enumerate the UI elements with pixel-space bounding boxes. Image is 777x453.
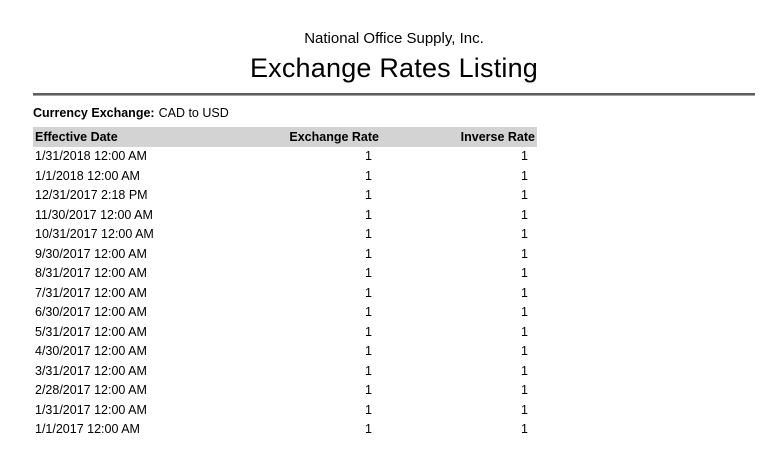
inverse-rate-cell: 1 bbox=[521, 188, 528, 202]
effective-date-cell: 10/31/2017 12:00 AM bbox=[35, 227, 154, 241]
effective-date-cell: 7/31/2017 12:00 AM bbox=[35, 285, 147, 300]
effective-date-cell: 2/28/2017 12:00 AM bbox=[35, 383, 147, 397]
effective-date-cell: 9/30/2017 12:00 AM bbox=[35, 246, 147, 261]
exchange-rate-cell: 1 bbox=[365, 324, 372, 339]
exchange-rate-cell: 1 bbox=[365, 227, 372, 241]
currency-exchange-label: Currency Exchange: bbox=[33, 106, 155, 120]
effective-date-cell: 1/31/2018 12:00 AM bbox=[35, 149, 147, 163]
table-row: 3/31/2017 12:00 AM 1 1 bbox=[33, 362, 537, 382]
col-header-inverse-rate: Inverse Rate bbox=[381, 127, 537, 147]
inverse-rate-cell: 1 bbox=[521, 168, 528, 183]
report-title: Exchange Rates Listing bbox=[249, 53, 539, 83]
inverse-rate-cell: 1 bbox=[521, 422, 528, 436]
table-row: 11/30/2017 12:00 AM 1 1 bbox=[33, 206, 537, 226]
currency-exchange-line: Currency Exchange: CAD to USD bbox=[33, 105, 755, 121]
inverse-rate-cell: 1 bbox=[521, 383, 528, 397]
table-row: 10/31/2017 12:00 AM 1 1 bbox=[33, 225, 537, 245]
inverse-rate-cell: 1 bbox=[521, 227, 528, 241]
table-row: 2/28/2017 12:00 AM 1 1 bbox=[33, 381, 537, 401]
effective-date-cell: 8/31/2017 12:00 AM bbox=[35, 266, 147, 280]
inverse-rate-cell: 1 bbox=[521, 344, 528, 358]
exchange-rate-cell: 1 bbox=[365, 344, 372, 358]
table-row: 9/30/2017 12:00 AM 1 1 bbox=[33, 245, 537, 265]
col-header-exchange-rate: Exchange Rate bbox=[283, 127, 381, 147]
exchange-rate-cell: 1 bbox=[365, 402, 372, 417]
table-row: 5/31/2017 12:00 AM 1 1 bbox=[33, 323, 537, 343]
effective-date-cell: 4/30/2017 12:00 AM bbox=[35, 344, 147, 358]
effective-date-cell: 1/31/2017 12:00 AM bbox=[35, 402, 147, 417]
table-row: 1/31/2017 12:00 AM 1 1 bbox=[33, 401, 537, 421]
inverse-rate-cell: 1 bbox=[521, 363, 528, 378]
inverse-rate-cell: 1 bbox=[521, 246, 528, 261]
exchange-rate-cell: 1 bbox=[365, 149, 372, 163]
table-row: 7/31/2017 12:00 AM 1 1 bbox=[33, 284, 537, 304]
table-row: 1/1/2017 12:00 AM 1 1 bbox=[33, 420, 537, 440]
exchange-rate-cell: 1 bbox=[365, 305, 372, 319]
effective-date-cell: 12/31/2017 2:18 PM bbox=[35, 188, 148, 202]
table-row: 8/31/2017 12:00 AM 1 1 bbox=[33, 264, 537, 284]
inverse-rate-cell: 1 bbox=[521, 305, 528, 319]
effective-date-cell: 11/30/2017 12:00 AM bbox=[35, 207, 153, 222]
inverse-rate-cell: 1 bbox=[521, 402, 528, 417]
effective-date-cell: 1/1/2017 12:00 AM bbox=[35, 422, 140, 436]
exchange-rate-cell: 1 bbox=[365, 207, 372, 222]
exchange-rate-cell: 1 bbox=[365, 422, 372, 436]
table-row: 1/1/2018 12:00 AM 1 1 bbox=[33, 167, 537, 187]
rates-table-body: 1/31/2018 12:00 AM 1 1 1/1/2018 12:00 AM 1 1 1… bbox=[33, 147, 537, 440]
exchange-rate-cell: 1 bbox=[365, 188, 372, 202]
currency-exchange-value: CAD to USD bbox=[158, 106, 229, 120]
exchange-rate-cell: 1 bbox=[365, 363, 372, 378]
table-header-row: Effective Date Exchange Rate Inverse Rat… bbox=[33, 127, 537, 147]
effective-date-cell: 3/31/2017 12:00 AM bbox=[35, 363, 147, 378]
table-row: 1/31/2018 12:00 AM 1 1 bbox=[33, 147, 537, 167]
col-header-effective-date: Effective Date bbox=[33, 127, 283, 147]
table-row: 6/30/2017 12:00 AM 1 1 bbox=[33, 303, 537, 323]
exchange-rate-cell: 1 bbox=[365, 383, 372, 397]
inverse-rate-cell: 1 bbox=[521, 207, 528, 222]
effective-date-cell: 5/31/2017 12:00 AM bbox=[35, 324, 147, 339]
rates-table: Effective Date Exchange Rate Inverse Rat… bbox=[33, 127, 537, 440]
effective-date-cell: 1/1/2018 12:00 AM bbox=[35, 168, 140, 183]
report-content: National Office Supply, Inc. Exchange Ra… bbox=[33, 0, 755, 440]
rates-table-head: Effective Date Exchange Rate Inverse Rat… bbox=[33, 127, 537, 147]
title-divider bbox=[33, 93, 755, 96]
exchange-rate-cell: 1 bbox=[365, 246, 372, 261]
inverse-rate-cell: 1 bbox=[521, 324, 528, 339]
inverse-rate-cell: 1 bbox=[521, 266, 528, 280]
table-row: 4/30/2017 12:00 AM 1 1 bbox=[33, 342, 537, 362]
inverse-rate-cell: 1 bbox=[521, 149, 528, 163]
inverse-rate-cell: 1 bbox=[521, 285, 528, 300]
effective-date-cell: 6/30/2017 12:00 AM bbox=[35, 305, 147, 319]
exchange-rate-cell: 1 bbox=[365, 285, 372, 300]
exchange-rate-cell: 1 bbox=[365, 266, 372, 280]
company-name: National Office Supply, Inc. bbox=[304, 30, 484, 47]
exchange-rate-cell: 1 bbox=[365, 168, 372, 183]
table-row: 12/31/2017 2:18 PM 1 1 bbox=[33, 186, 537, 206]
